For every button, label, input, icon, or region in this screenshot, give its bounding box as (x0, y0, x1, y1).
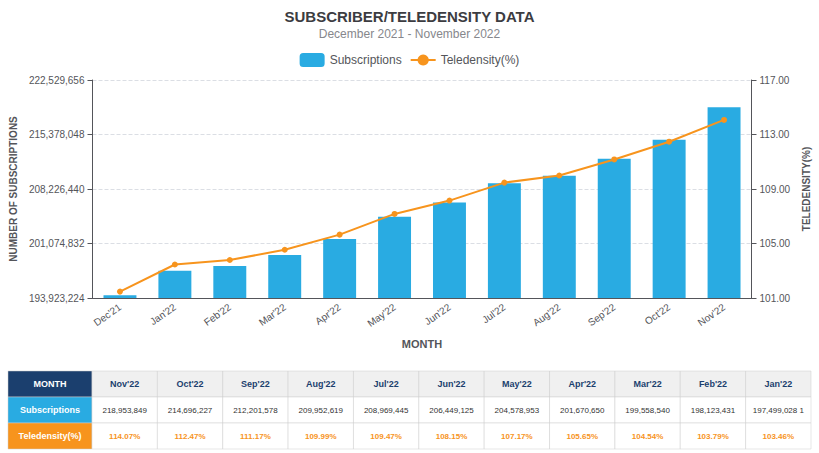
svg-text:214,696,227: 214,696,227 (168, 406, 213, 415)
svg-text:Jan'22: Jan'22 (148, 301, 179, 327)
svg-text:114.07%: 114.07% (109, 432, 140, 441)
svg-text:Teledensity(%): Teledensity(%) (19, 431, 82, 441)
svg-text:199,558,540: 199,558,540 (625, 406, 670, 415)
svg-text:December 2021 - November 2022: December 2021 - November 2022 (319, 27, 501, 41)
svg-text:215,378,048: 215,378,048 (29, 129, 85, 140)
svg-text:204,578,953: 204,578,953 (495, 406, 540, 415)
svg-text:201,074,832: 201,074,832 (29, 238, 85, 249)
svg-text:209,952,619: 209,952,619 (299, 406, 344, 415)
svg-text:212,201,578: 212,201,578 (233, 406, 278, 415)
svg-text:Dec'21: Dec'21 (92, 301, 124, 328)
svg-text:Mar'22: Mar'22 (634, 379, 662, 389)
svg-text:109.00: 109.00 (760, 184, 791, 195)
svg-text:198,123,431: 198,123,431 (691, 406, 736, 415)
svg-text:Sep'22: Sep'22 (241, 379, 270, 389)
svg-text:Jul'22: Jul'22 (374, 379, 399, 389)
svg-text:Apr'22: Apr'22 (313, 301, 343, 327)
svg-text:107.17%: 107.17% (501, 432, 533, 441)
svg-text:111.17%: 111.17% (240, 432, 271, 441)
svg-text:Subscriptions: Subscriptions (330, 53, 402, 67)
svg-text:108.15%: 108.15% (436, 432, 468, 441)
svg-text:103.79%: 103.79% (697, 432, 729, 441)
svg-text:Aug'22: Aug'22 (531, 301, 563, 328)
svg-text:Feb'22: Feb'22 (202, 301, 233, 328)
svg-text:MONTH: MONTH (402, 338, 442, 350)
svg-text:112.47%: 112.47% (174, 432, 205, 441)
svg-text:SUBSCRIBER/TELEDENSITY DATA: SUBSCRIBER/TELEDENSITY DATA (284, 8, 534, 25)
svg-text:Jun'22: Jun'22 (422, 301, 453, 327)
svg-text:113.00: 113.00 (760, 129, 790, 140)
svg-text:208,969,445: 208,969,445 (364, 406, 409, 415)
svg-text:TELEDENSITY(%): TELEDENSITY(%) (801, 147, 812, 231)
svg-text:Oct'22: Oct'22 (176, 379, 203, 389)
svg-text:197,499,028 1: 197,499,028 1 (753, 406, 805, 415)
svg-text:109.99%: 109.99% (305, 432, 337, 441)
svg-text:Subscriptions: Subscriptions (20, 405, 80, 415)
svg-text:Oct'22: Oct'22 (643, 301, 673, 327)
svg-text:104.54%: 104.54% (632, 432, 664, 441)
svg-text:Feb'22: Feb'22 (699, 379, 727, 389)
svg-text:Jun'22: Jun'22 (437, 379, 465, 389)
svg-text:Sep'22: Sep'22 (586, 301, 618, 328)
svg-text:109.47%: 109.47% (370, 432, 402, 441)
svg-text:206,449,125: 206,449,125 (429, 406, 474, 415)
svg-text:Apr'22: Apr'22 (568, 379, 596, 389)
svg-text:Jan'22: Jan'22 (764, 379, 792, 389)
svg-text:Aug'22: Aug'22 (306, 379, 336, 389)
svg-text:Mar'22: Mar'22 (257, 301, 288, 328)
svg-text:MONTH: MONTH (34, 379, 67, 389)
svg-text:105.65%: 105.65% (566, 432, 598, 441)
svg-text:Jul'22: Jul'22 (480, 301, 508, 325)
svg-text:105.00: 105.00 (760, 238, 791, 249)
svg-text:101.00: 101.00 (760, 293, 791, 304)
svg-text:222,529,656: 222,529,656 (29, 75, 85, 86)
svg-text:Teledensity(%): Teledensity(%) (441, 53, 520, 67)
svg-text:218,953,849: 218,953,849 (102, 406, 147, 415)
svg-text:117.00: 117.00 (760, 75, 790, 86)
svg-text:May'22: May'22 (502, 379, 532, 389)
svg-text:Nov'22: Nov'22 (110, 379, 139, 389)
svg-text:103.46%: 103.46% (763, 432, 795, 441)
svg-text:Nov'22: Nov'22 (696, 301, 728, 328)
svg-text:May'22: May'22 (365, 301, 398, 329)
svg-text:NUMBER OF SUBSCRIPTIONS: NUMBER OF SUBSCRIPTIONS (8, 116, 19, 262)
svg-text:201,670,650: 201,670,650 (560, 406, 605, 415)
svg-text:208,226,440: 208,226,440 (29, 184, 85, 195)
svg-text:193,923,224: 193,923,224 (29, 293, 85, 304)
